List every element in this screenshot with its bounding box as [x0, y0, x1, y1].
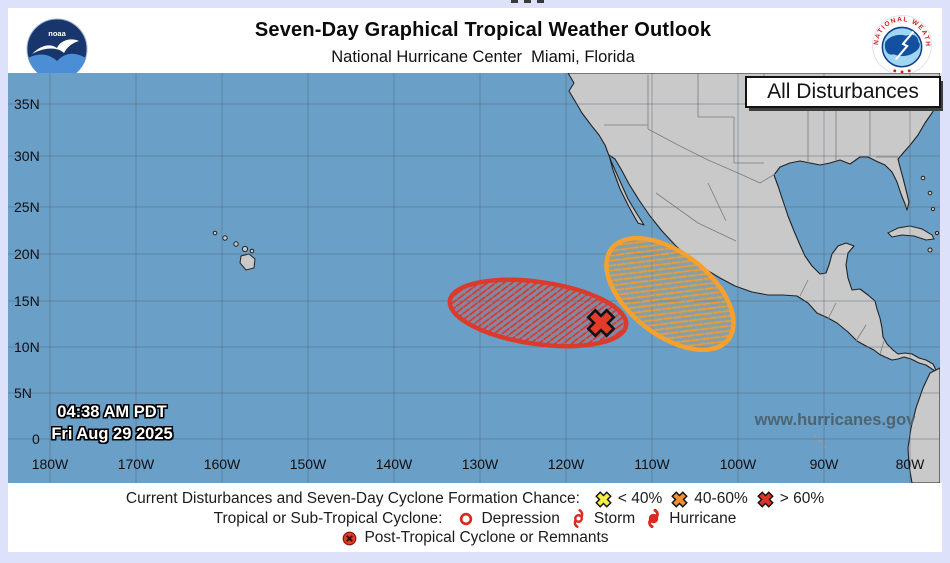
legend-item-lt40: < 40% — [595, 490, 662, 508]
landmass-caribbean-islands — [887, 175, 940, 253]
legend-item-label: Depression — [481, 509, 560, 527]
disturbance-area-orange[interactable] — [586, 216, 753, 372]
lat-lon-grid — [8, 73, 940, 483]
lon-label: 140W — [375, 456, 413, 472]
legend-item-hurricane: Hurricane — [644, 509, 736, 528]
lon-label: 90W — [809, 456, 839, 472]
lon-label: 120W — [547, 456, 585, 472]
orange-x-icon — [671, 490, 689, 508]
lon-label: 170W — [117, 456, 155, 472]
legend-item-post-tropical: Post-Tropical Cyclone or Remnants — [341, 529, 609, 547]
lon-label: 160W — [203, 456, 241, 472]
legend-item-storm: Storm — [569, 509, 635, 528]
map-canvas — [8, 73, 940, 483]
red-x-icon — [756, 490, 774, 508]
legend-item-label: < 40% — [617, 490, 663, 507]
depression-icon — [460, 512, 473, 525]
legend-item-label: Hurricane — [669, 509, 737, 527]
legend-item-label: > 60% — [779, 490, 825, 507]
outlook-map[interactable]: 35N 30N 25N 20N 15N 10N 5N 0 180W 170W 1… — [8, 73, 941, 483]
legend-row-formation-chance: Current Disturbances and Seven-Day Cyclo… — [126, 490, 824, 508]
lat-label: 20N — [14, 246, 40, 262]
legend-row-post-tropical: Post-Tropical Cyclone or Remnants — [341, 529, 609, 547]
lat-label: 0 — [32, 431, 40, 447]
landmass-galapagos — [812, 434, 827, 449]
legend-item-gt60: > 60% — [756, 490, 825, 508]
lat-label: 25N — [14, 199, 40, 215]
legend-item-depression: Depression — [457, 509, 560, 528]
landmass-south-america — [907, 367, 940, 483]
landmass-hawaii — [212, 230, 256, 271]
all-disturbances-label: All Disturbances — [745, 76, 941, 108]
lat-label: 35N — [14, 96, 40, 112]
legend-line1-label: Current Disturbances and Seven-Day Cyclo… — [125, 490, 580, 507]
lon-label: 110W — [634, 456, 670, 472]
legend-item-label: Post-Tropical Cyclone or Remnants — [364, 529, 609, 546]
hurricanes-gov-watermark: www.hurricanes.gov — [754, 411, 916, 429]
page-subtitle: National Hurricane Center Miami, Florida — [331, 48, 635, 66]
disturbance-area-red[interactable] — [446, 270, 631, 356]
storm-icon — [573, 509, 584, 528]
timestamp-date: Fri Aug 29 2025 — [51, 425, 173, 443]
lon-label: 150W — [289, 456, 327, 472]
lon-label: 130W — [461, 456, 499, 472]
lat-label: 30N — [14, 148, 40, 164]
legend-line2-label: Tropical or Sub-Tropical Cyclone: — [213, 509, 443, 527]
lat-label: 10N — [14, 339, 40, 355]
yellow-x-icon — [595, 490, 612, 508]
lon-label: 80W — [895, 456, 925, 472]
legend-item-label: 40-60% — [694, 490, 748, 507]
noaa-logo-text: noaa — [48, 29, 66, 38]
lat-label: 15N — [14, 293, 40, 309]
top-cropped-text-marks — [511, 0, 557, 3]
nws-logo-icon: NATIONAL WEATHER SERVICE — [872, 15, 932, 75]
page-title: Seven-Day Graphical Tropical Weather Out… — [254, 19, 712, 41]
state-borders — [604, 73, 938, 355]
legend: Current Disturbances and Seven-Day Cyclo… — [8, 483, 942, 552]
post-tropical-icon — [343, 531, 357, 545]
disturbance-x-marker[interactable] — [583, 305, 620, 342]
lon-label: 100W — [719, 456, 757, 472]
hurricane-icon — [648, 509, 660, 528]
lat-label: 5N — [14, 385, 32, 401]
legend-item-label: Storm — [593, 509, 636, 527]
timestamp-time: 04:38 AM PDT — [57, 403, 167, 421]
issuance-timestamp: 04:38 AM PDT Fri Aug 29 2025 — [22, 401, 202, 445]
legend-row-cyclone-types: Tropical or Sub-Tropical Cyclone: Depres… — [213, 509, 736, 528]
header: noaa NATIONAL WEATHER SERVICE Seven-Day … — [8, 8, 942, 80]
landmass-north-america — [567, 73, 940, 373]
legend-item-40-60: 40-60% — [671, 490, 748, 508]
lon-label: 180W — [31, 456, 69, 472]
